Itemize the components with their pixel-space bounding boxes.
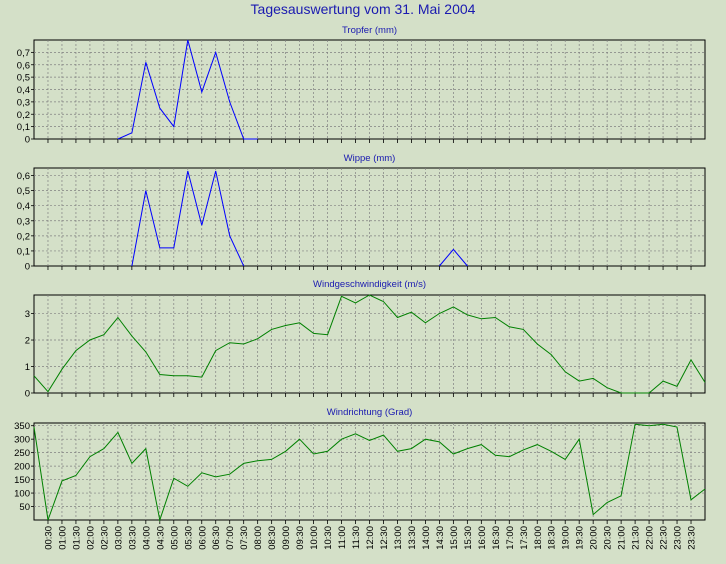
series-line [33,294,706,394]
x-tick-label: 20:30 [603,526,614,550]
main-title: Tagesauswertung vom 31. Mai 2004 [250,1,476,17]
x-tick-label: 09:00 [281,526,292,550]
y-tick-label: 0 [25,389,30,400]
x-tick-label: 21:00 [617,526,628,550]
x-tick-label: 05:00 [169,526,180,550]
y-tick-label: 0,7 [17,48,30,59]
x-tick-label: 22:00 [645,526,656,550]
x-tick-label: 11:00 [337,526,348,549]
y-tick-label: 3 [25,309,30,320]
x-tick-label: 04:00 [141,526,152,550]
y-tick-label: 50 [19,502,30,513]
x-tick-label: 05:30 [183,526,194,550]
x-tick-label: 20:00 [589,526,600,550]
panel-title: Windrichtung (Grad) [327,407,413,418]
y-tick-label: 350 [14,421,30,432]
x-tick-label: 08:00 [253,526,264,550]
x-tick-label: 21:30 [631,526,642,550]
x-tick-label: 18:30 [547,526,558,550]
x-tick-label: 00:30 [44,526,55,550]
y-tick-label: 150 [14,475,30,486]
x-tick-label: 16:30 [491,526,502,550]
x-tick-label: 16:00 [477,526,488,550]
x-tick-label: 03:30 [127,526,138,550]
x-tick-label: 14:00 [421,526,432,550]
y-tick-label: 0,2 [17,231,30,242]
y-tick-label: 0,3 [17,97,30,108]
x-tick-label: 19:00 [561,526,572,550]
series-line [131,170,245,267]
x-tick-label: 07:00 [225,526,236,550]
x-tick-label: 18:00 [533,526,544,550]
x-tick-label: 06:30 [211,526,222,550]
y-tick-label: 0,1 [17,122,30,133]
x-tick-label: 01:30 [71,526,82,550]
x-tick-label: 13:00 [393,526,404,550]
x-tick-label: 10:30 [323,526,334,550]
y-tick-label: 0,4 [17,201,30,212]
x-tick-label: 13:30 [407,526,418,550]
y-tick-label: 0,6 [17,60,30,71]
y-tick-label: 250 [14,448,30,459]
panel-title: Windgeschwindigkeit (m/s) [313,279,426,290]
x-tick-label: 12:00 [365,526,376,550]
x-tick-label: 15:30 [463,526,474,550]
x-tick-label: 15:00 [449,526,460,550]
x-tick-label: 17:00 [505,526,516,550]
y-tick-label: 0 [25,262,30,273]
y-tick-label: 0,4 [17,85,30,96]
x-tick-label: 12:30 [379,526,390,550]
y-tick-label: 2 [25,336,30,347]
x-tick-label: 17:30 [519,526,530,550]
x-tick-label: 23:00 [673,526,684,550]
y-tick-label: 1 [25,362,30,373]
y-tick-label: 0,3 [17,216,30,227]
x-tick-label: 19:30 [575,526,586,550]
y-tick-label: 0,2 [17,110,30,121]
y-tick-label: 0 [25,135,30,146]
x-tick-label: 06:00 [197,526,208,550]
y-tick-label: 0,5 [17,73,30,84]
series-line [117,39,258,140]
x-tick-label: 02:30 [99,526,110,550]
y-tick-label: 200 [14,462,30,473]
x-tick-label: 04:30 [155,526,166,550]
x-tick-label: 22:30 [659,526,670,550]
x-tick-label: 08:30 [267,526,278,550]
panel-title: Tropfer (mm) [342,25,397,36]
x-tick-label: 03:00 [113,526,124,550]
panel-title: Wippe (mm) [344,153,396,164]
series-line [439,248,468,267]
x-tick-label: 11:30 [351,526,362,549]
x-tick-label: 01:00 [58,526,69,550]
y-tick-label: 0,6 [17,171,30,182]
x-tick-label: 10:00 [309,526,320,550]
x-tick-label: 09:30 [295,526,306,550]
y-tick-label: 300 [14,435,30,446]
series-line [33,423,706,522]
y-tick-label: 100 [14,489,30,500]
x-tick-label: 23:30 [687,526,698,550]
y-tick-label: 0,1 [17,246,30,257]
y-tick-label: 0,5 [17,186,30,197]
x-tick-label: 02:00 [85,526,96,550]
x-tick-label: 14:30 [435,526,446,550]
x-tick-label: 07:30 [239,526,250,550]
